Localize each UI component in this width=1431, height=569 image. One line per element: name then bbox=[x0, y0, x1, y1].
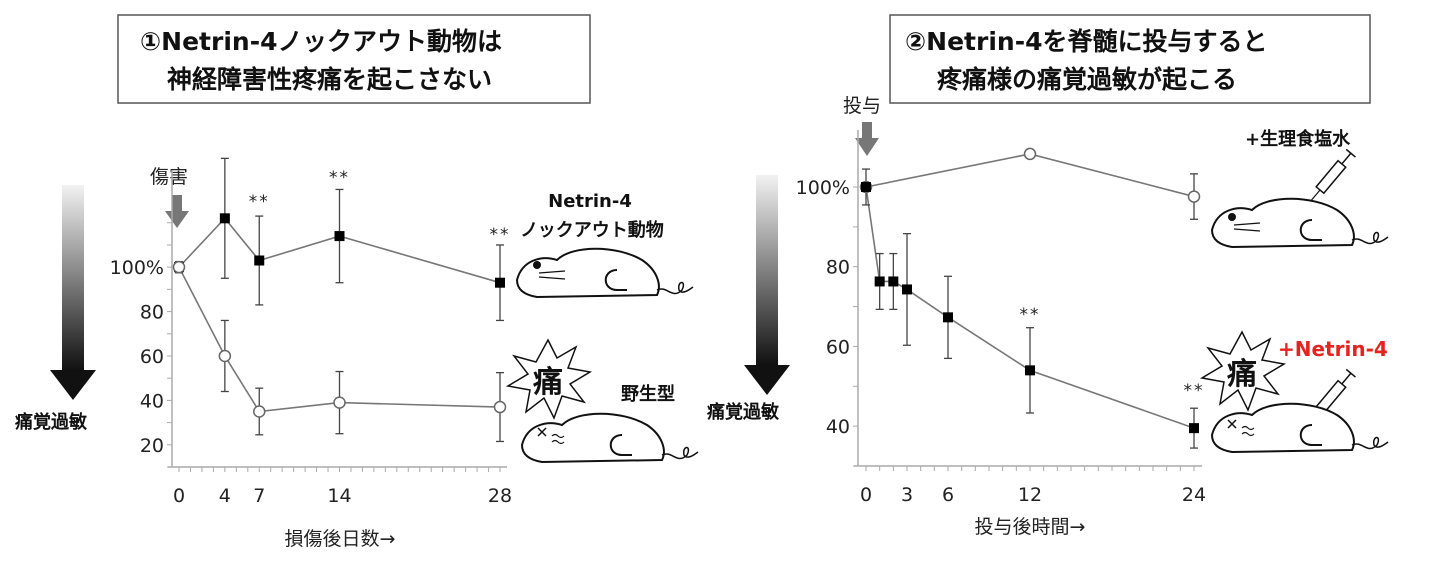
legend-knockout-line2: ノックアウト動物 bbox=[520, 219, 664, 241]
left-event-arrow-icon bbox=[165, 195, 189, 228]
x-tick-label: 6 bbox=[942, 484, 954, 506]
significance-marker: ** bbox=[329, 168, 350, 188]
right-plot: 0 3 6 12 24 40 60 80 100% ** ** bbox=[796, 130, 1206, 506]
y-tick-label: 40 bbox=[140, 390, 164, 412]
y-tick-label: 80 bbox=[140, 302, 164, 324]
mouse-healthy-icon bbox=[1210, 197, 1389, 249]
pain-text-left: 痛 bbox=[533, 365, 563, 400]
legend-wildtype: 野生型 bbox=[621, 383, 675, 405]
data-point-square bbox=[874, 276, 885, 287]
legend-saline: +生理食塩水 bbox=[1245, 128, 1351, 150]
right-ylabel: 痛覚過敏 bbox=[707, 401, 780, 423]
data-point-square bbox=[1025, 365, 1035, 376]
mouse-pain-icon bbox=[1210, 402, 1389, 454]
x-tick-label: 28 bbox=[488, 485, 512, 507]
data-point-square bbox=[888, 276, 899, 287]
pain-burst-icon: 痛 bbox=[505, 338, 593, 420]
right-event-arrow-icon bbox=[855, 122, 879, 156]
legend-netrin: +Netrin-4 bbox=[1278, 337, 1388, 361]
left-event-label: 傷害 bbox=[150, 166, 188, 188]
data-point-square bbox=[254, 255, 265, 266]
pain-text-right: 痛 bbox=[1227, 357, 1257, 392]
y-tick-label: 40 bbox=[826, 416, 850, 438]
left-hyperalgesia-arrow bbox=[50, 185, 96, 400]
left-title-box bbox=[117, 14, 591, 104]
x-tick-label: 3 bbox=[901, 484, 913, 506]
y-tick-label: 80 bbox=[826, 257, 850, 279]
left-xlabel: 損傷後日数→ bbox=[285, 528, 396, 550]
y-tick-label: 100% bbox=[110, 257, 164, 279]
data-point-square bbox=[495, 277, 505, 288]
x-tick-label: 0 bbox=[173, 485, 185, 507]
left-ylabel: 痛覚過敏 bbox=[15, 411, 88, 433]
series-line bbox=[865, 153, 1195, 198]
right-panel: ②Netrin-4を脊髄に投与すると 疼痛様の痛覚過敏が起こる 痛覚過敏 投与 … bbox=[707, 14, 1389, 538]
x-tick-label: 7 bbox=[253, 485, 265, 507]
left-title-line1: ①Netrin-4ノックアウト動物は bbox=[140, 27, 502, 56]
data-point-square bbox=[1189, 423, 1199, 434]
data-point-circle bbox=[1187, 190, 1201, 203]
data-point-square bbox=[902, 284, 912, 295]
data-point-circle bbox=[333, 396, 346, 409]
data-point-square bbox=[861, 182, 871, 193]
data-point-square bbox=[219, 213, 230, 224]
significance-marker: ** bbox=[1184, 381, 1205, 401]
data-point-square bbox=[943, 312, 953, 323]
right-xlabel: 投与後時間→ bbox=[975, 516, 1086, 538]
right-event-label: 投与 bbox=[843, 95, 881, 117]
y-tick-label: 60 bbox=[140, 346, 164, 368]
data-point-circle bbox=[218, 349, 232, 363]
data-point-circle bbox=[493, 400, 507, 414]
left-panel: ①Netrin-4ノックアウト動物は 神経障害性疼痛を起こさない 痛覚過敏 傷害… bbox=[15, 14, 699, 550]
right-hyperalgesia-arrow bbox=[744, 175, 790, 395]
data-point-circle bbox=[172, 260, 186, 274]
right-title-box bbox=[889, 14, 1371, 104]
left-title-line2: 神経障害性疼痛を起こさない bbox=[167, 65, 492, 94]
significance-marker: ** bbox=[249, 192, 270, 212]
y-tick-label: 60 bbox=[826, 336, 850, 358]
legend-knockout-line1: Netrin-4 bbox=[548, 191, 632, 212]
x-tick-label: 4 bbox=[219, 485, 231, 507]
x-tick-label: 24 bbox=[1182, 484, 1206, 506]
y-tick-label: 20 bbox=[140, 435, 164, 457]
x-tick-label: 0 bbox=[860, 484, 872, 506]
x-tick-label: 12 bbox=[1018, 484, 1042, 506]
y-tick-label: 100% bbox=[796, 177, 850, 199]
data-point-circle bbox=[253, 405, 266, 418]
right-title-line1: ②Netrin-4を脊髄に投与すると bbox=[905, 27, 1267, 56]
pain-burst-icon: 痛 bbox=[1199, 330, 1287, 412]
mouse-pain-icon bbox=[520, 412, 699, 464]
x-tick-label: 14 bbox=[327, 485, 351, 507]
right-title-line2: 疼痛様の痛覚過敏が起こる bbox=[937, 65, 1237, 94]
data-point-circle bbox=[1023, 147, 1037, 161]
significance-marker: ** bbox=[490, 225, 511, 245]
left-plot: 0 4 7 14 28 20 40 60 80 100% ** ** ** bbox=[110, 157, 512, 507]
significance-marker: ** bbox=[1020, 305, 1041, 325]
data-point-square bbox=[334, 231, 345, 242]
mouse-healthy-icon bbox=[515, 247, 694, 299]
